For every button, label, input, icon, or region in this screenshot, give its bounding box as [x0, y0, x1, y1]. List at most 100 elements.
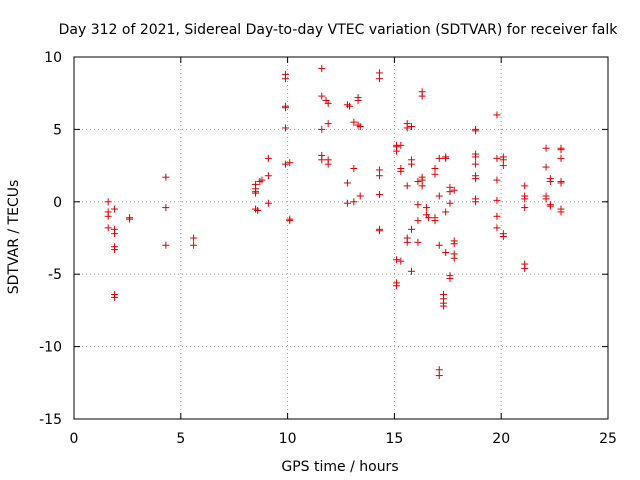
data-point [264, 154, 272, 162]
data-point [499, 233, 507, 241]
data-point [542, 144, 550, 152]
y-tick-label: 10 [44, 50, 62, 66]
data-point [403, 238, 411, 246]
data-point [446, 275, 454, 283]
data-points [104, 65, 565, 380]
data-point [450, 254, 458, 262]
data-point [493, 176, 501, 184]
plot-frame [73, 56, 609, 420]
data-point [126, 215, 134, 223]
data-point [286, 159, 294, 167]
data-point [472, 198, 480, 206]
data-point [435, 372, 443, 380]
x-tick-label: 15 [385, 431, 403, 447]
data-point [403, 124, 411, 132]
data-point [521, 264, 529, 272]
data-point [493, 111, 501, 119]
x-tick-label: 25 [599, 431, 617, 447]
data-point [418, 182, 426, 190]
y-tick-label: -10 [39, 340, 62, 356]
data-point [190, 241, 198, 249]
data-point [318, 92, 326, 100]
data-point [446, 199, 454, 207]
data-point [521, 204, 529, 212]
data-point [557, 179, 565, 187]
y-tick-label: 5 [53, 122, 62, 138]
data-point [472, 127, 480, 135]
data-point [343, 179, 351, 187]
data-point [425, 214, 433, 222]
chart-title: Day 312 of 2021, Sidereal Day-to-day VTE… [59, 22, 619, 38]
data-point [407, 225, 415, 233]
data-point [162, 173, 170, 181]
data-point [542, 163, 550, 171]
data-point [521, 195, 529, 203]
data-point [450, 240, 458, 248]
y-tick-label: -5 [48, 267, 62, 283]
data-point [318, 65, 326, 73]
x-axis-ticks: 0 5 10 15 20 25 [70, 57, 617, 447]
data-point [393, 256, 401, 264]
data-point [111, 205, 119, 213]
data-point [350, 118, 358, 126]
data-point [252, 189, 260, 197]
data-point [422, 204, 430, 212]
data-point [254, 206, 262, 214]
data-point [324, 99, 332, 107]
data-point [162, 241, 170, 249]
x-tick-label: 20 [492, 431, 510, 447]
data-point [356, 123, 364, 131]
grid-lines [74, 57, 608, 419]
data-point [281, 104, 289, 112]
data-point [318, 125, 326, 133]
x-tick-label: 5 [176, 431, 185, 447]
data-point [407, 160, 415, 168]
data-point [397, 141, 405, 149]
data-point [546, 178, 554, 186]
data-point [435, 241, 443, 249]
data-point [557, 154, 565, 162]
data-point [356, 192, 364, 200]
data-point [414, 217, 422, 225]
data-point [414, 201, 422, 209]
data-point [418, 92, 426, 100]
y-axis-ticks: -15 -10 -5 0 5 10 [39, 50, 608, 428]
data-point [111, 293, 119, 301]
data-point [521, 182, 529, 190]
data-point [111, 230, 119, 238]
data-point [450, 186, 458, 194]
data-point [281, 75, 289, 83]
data-point [414, 178, 422, 186]
data-point [407, 267, 415, 275]
data-point [414, 238, 422, 246]
data-point [472, 153, 480, 161]
data-point [111, 246, 119, 254]
data-point [375, 227, 383, 235]
data-point [375, 75, 383, 83]
data-point [472, 175, 480, 183]
data-point [393, 282, 401, 290]
y-axis-label: SDTVAR / TECUs [6, 180, 22, 295]
data-point [346, 102, 354, 110]
data-point [286, 217, 294, 225]
data-point [375, 191, 383, 199]
data-point [435, 192, 443, 200]
data-point [442, 248, 450, 256]
data-point [104, 198, 112, 206]
x-axis-label: GPS time / hours [281, 459, 398, 475]
data-point [324, 120, 332, 128]
data-point [493, 154, 501, 162]
data-point [557, 146, 565, 154]
y-tick-label: 0 [53, 195, 62, 211]
data-point [435, 154, 443, 162]
x-tick-label: 0 [70, 431, 79, 447]
y-tick-label: -15 [39, 412, 62, 428]
data-point [440, 302, 448, 310]
data-point [397, 167, 405, 175]
data-point [343, 199, 351, 207]
data-point [493, 224, 501, 232]
data-point [493, 196, 501, 204]
data-point [403, 182, 411, 190]
data-point [324, 160, 332, 168]
